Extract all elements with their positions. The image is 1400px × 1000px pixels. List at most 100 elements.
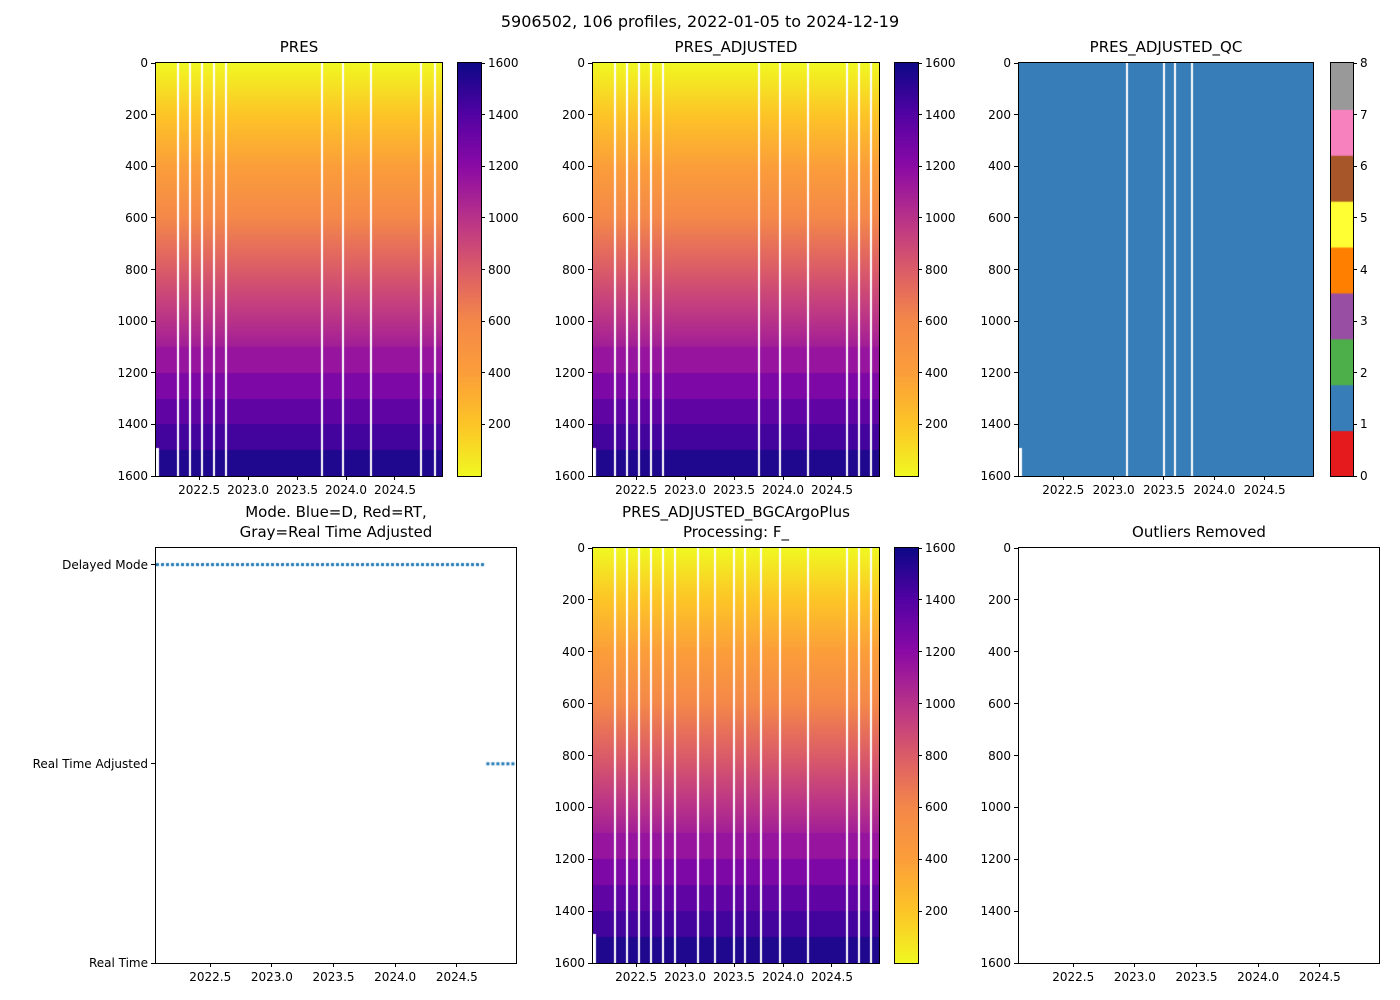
- tick-label: 2024.5: [810, 970, 853, 984]
- tick-label: 800: [488, 262, 511, 277]
- tick-label: 600: [925, 800, 948, 815]
- tick-mark: [481, 423, 485, 425]
- tick-label: 6: [1360, 159, 1368, 174]
- tick-mark: [1014, 165, 1018, 167]
- tick-mark: [588, 423, 592, 425]
- tick-label: 2022.5: [178, 483, 221, 497]
- tick-label: 600: [562, 696, 585, 711]
- tick-label: 600: [488, 314, 511, 329]
- tick-mark: [684, 476, 686, 480]
- tick-label: 400: [988, 159, 1011, 174]
- tick-mark: [918, 423, 922, 425]
- tick-mark: [1353, 320, 1357, 322]
- tick-mark: [1353, 114, 1357, 116]
- tick-mark: [588, 372, 592, 374]
- tick-mark: [1353, 165, 1357, 167]
- pres-adjusted-qc-heatmap-canvas: [1019, 63, 1313, 476]
- tick-label: 2023.0: [664, 483, 707, 497]
- tick-label: 2024.5: [1243, 483, 1286, 497]
- bgc-colorbar-canvas: [895, 548, 918, 963]
- tick-mark: [345, 476, 347, 480]
- tick-mark: [918, 858, 922, 860]
- pres-title: PRES: [279, 37, 319, 56]
- tick-mark: [588, 165, 592, 167]
- tick-mark: [394, 476, 396, 480]
- tick-mark: [481, 320, 485, 322]
- bgc-heatmap-canvas: [593, 548, 879, 963]
- tick-label: 600: [562, 210, 585, 225]
- tick-label: 0: [140, 56, 148, 70]
- tick-label: 400: [488, 365, 511, 380]
- tick-mark: [151, 423, 155, 425]
- tick-label: 1400: [117, 417, 148, 432]
- qc-colorbar-canvas: [1331, 63, 1353, 476]
- tick-label: 2023.5: [1142, 483, 1185, 497]
- tick-label: 0: [1003, 56, 1011, 70]
- tick-label: 2024.5: [810, 483, 853, 497]
- tick-mark: [782, 476, 784, 480]
- tick-mark: [151, 763, 155, 765]
- tick-mark: [481, 114, 485, 116]
- tick-label: 800: [988, 748, 1011, 763]
- tick-mark: [1014, 114, 1018, 116]
- pres-colorbar: 200 400 600 800 1000 1200 1400 1600: [457, 56, 519, 477]
- pres-adjusted-qc-title: PRES_ADJUSTED_QC: [1089, 37, 1243, 56]
- tick-mark: [733, 963, 735, 967]
- tick-mark: [247, 476, 249, 480]
- tick-label: 1000: [980, 314, 1011, 329]
- tick-mark: [151, 165, 155, 167]
- tick-mark: [1014, 62, 1018, 64]
- tick-label: 0: [577, 541, 585, 555]
- tick-label: 200: [562, 107, 585, 122]
- tick-label: 200: [988, 592, 1011, 607]
- tick-mark: [588, 547, 592, 549]
- tick-mark: [588, 755, 592, 756]
- pres-adjusted-colorbar-canvas: [895, 63, 918, 476]
- tick-mark: [1353, 63, 1357, 64]
- pres-adjusted-title: PRES_ADJUSTED: [674, 37, 798, 56]
- tick-mark: [1264, 476, 1266, 480]
- tick-mark: [198, 476, 200, 480]
- tick-mark: [1014, 269, 1018, 270]
- tick-label: Real Time: [88, 956, 148, 970]
- tick-label: 1000: [554, 800, 585, 815]
- tick-label: 2023.0: [250, 970, 293, 984]
- tick-label: 600: [125, 210, 148, 225]
- tick-mark: [588, 475, 592, 477]
- tick-mark: [1353, 217, 1357, 219]
- tick-mark: [918, 320, 922, 322]
- tick-label: 2023.5: [1175, 970, 1218, 984]
- mode-scatter-canvas: [156, 548, 516, 963]
- tick-mark: [588, 62, 592, 64]
- tick-mark: [151, 217, 155, 219]
- tick-label: 800: [988, 262, 1011, 277]
- bgc-plot: PRES_ADJUSTED_BGCArgoPlus Processing: F_…: [554, 503, 880, 984]
- tick-mark: [1014, 755, 1018, 756]
- tick-label: 2: [1360, 365, 1368, 380]
- tick-label: 2023.0: [664, 970, 707, 984]
- pres-adjusted-colorbar: 200 400 600 800 1000 1200 1400 1600: [894, 56, 956, 477]
- tick-mark: [1113, 476, 1115, 480]
- mode-title: Mode. Blue=D, Red=RT, Gray=Real Time Adj…: [239, 503, 433, 541]
- tick-mark: [588, 217, 592, 219]
- tick-mark: [151, 269, 155, 270]
- tick-label: 2022.5: [1052, 970, 1095, 984]
- tick-label: 400: [925, 365, 948, 380]
- tick-label: 2024.5: [373, 483, 416, 497]
- tick-label: 2024.0: [762, 970, 804, 984]
- bgc-title: PRES_ADJUSTED_BGCArgoPlus Processing: F_: [622, 503, 850, 541]
- tick-mark: [151, 372, 155, 374]
- tick-label: 2023.0: [1092, 483, 1135, 497]
- tick-mark: [918, 217, 922, 219]
- tick-mark: [831, 476, 833, 480]
- tick-mark: [1213, 476, 1215, 480]
- tick-mark: [1072, 963, 1074, 967]
- tick-mark: [1014, 651, 1018, 653]
- tick-mark: [918, 114, 922, 116]
- tick-mark: [1353, 475, 1357, 477]
- tick-mark: [588, 599, 592, 601]
- tick-label: 2023.0: [227, 483, 270, 497]
- tick-label: 1000: [488, 210, 519, 225]
- tick-mark: [296, 476, 298, 480]
- tick-mark: [1353, 423, 1357, 425]
